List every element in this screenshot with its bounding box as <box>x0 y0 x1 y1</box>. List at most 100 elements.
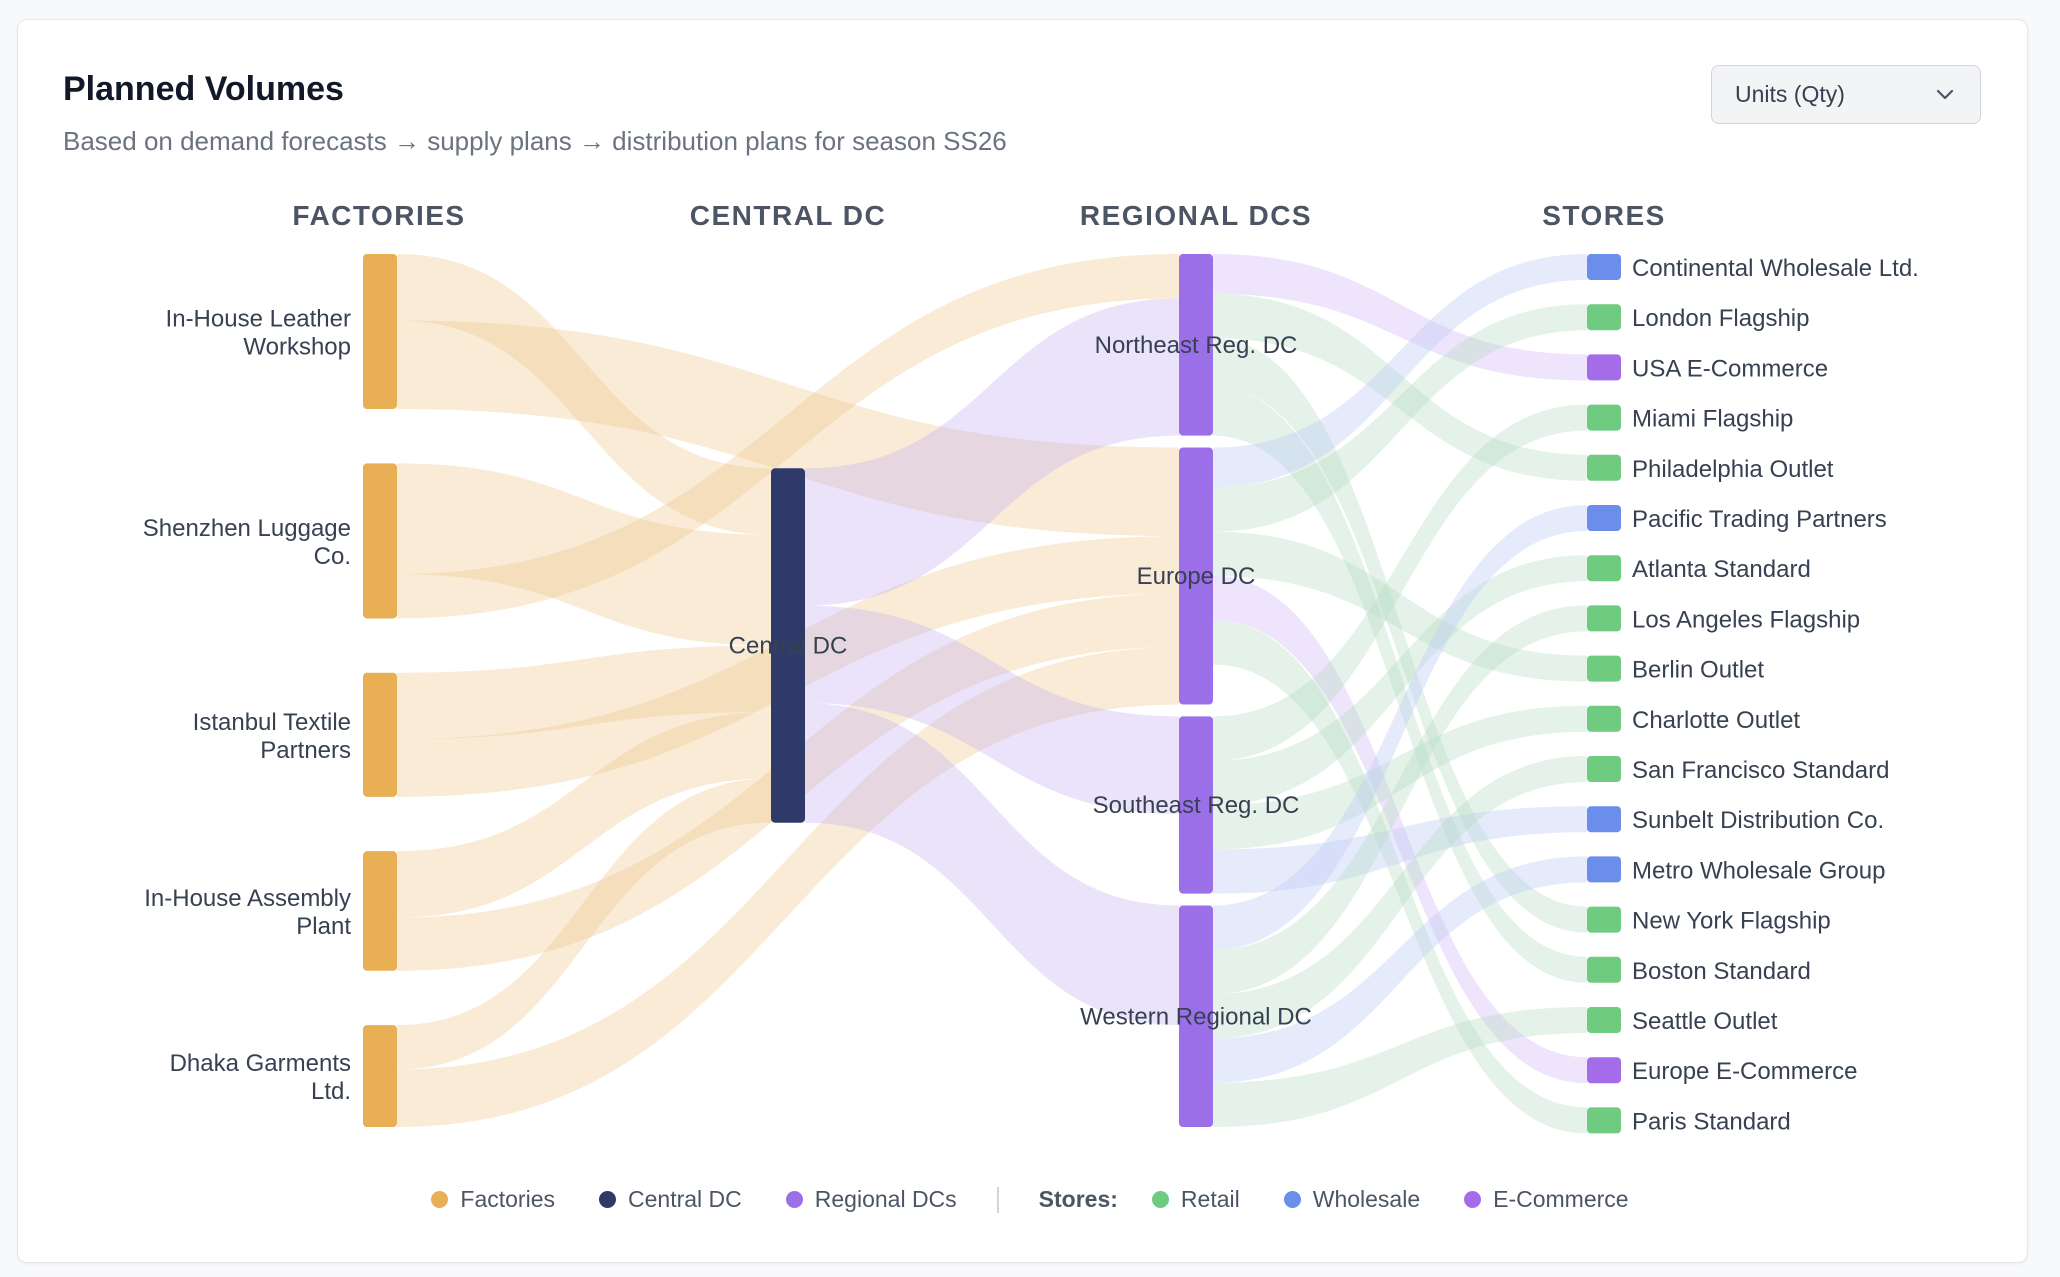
node-s18[interactable] <box>1587 1107 1621 1134</box>
node-s4[interactable] <box>1587 404 1621 431</box>
legend-item-factories: Factories <box>431 1186 555 1213</box>
legend-dot-factories <box>431 1191 449 1208</box>
flow-f1-to-r2[interactable] <box>397 320 1179 537</box>
legend-dot-ecommerce <box>1464 1191 1482 1208</box>
flow-f2-to-c1[interactable] <box>397 463 771 646</box>
flow-f5-to-r2[interactable] <box>397 646 1179 1127</box>
node-s5[interactable] <box>1587 454 1621 481</box>
node-label-f2-line2: Co. <box>314 543 351 570</box>
node-s14[interactable] <box>1587 906 1621 933</box>
node-s3[interactable] <box>1587 354 1621 381</box>
flow-r1-to-s3[interactable] <box>1213 254 1587 381</box>
node-label-s10: Charlotte Outlet <box>1632 707 1800 734</box>
node-label-s8: Los Angeles Flagship <box>1632 606 1860 633</box>
flow-f3-to-c1[interactable] <box>397 645 771 740</box>
node-label-s5: Philadelphia Outlet <box>1632 456 1834 483</box>
node-label-f4-line2: Plant <box>296 913 351 940</box>
node-r3[interactable] <box>1179 716 1213 894</box>
flow-r2-to-s1[interactable] <box>1213 254 1587 488</box>
node-label-s15: Boston Standard <box>1632 958 1811 985</box>
flow-r1-to-s15[interactable] <box>1213 386 1587 983</box>
node-label-s1: Continental Wholesale Ltd. <box>1632 255 1919 282</box>
flow-r4-to-s6[interactable] <box>1213 505 1587 950</box>
legend-dot-retail <box>1151 1191 1169 1208</box>
flow-r2-to-s2[interactable] <box>1213 304 1587 532</box>
column-header-central-dc: CENTRAL DC <box>689 200 887 231</box>
node-label-f1-line1: In-House Leather <box>166 306 351 333</box>
flow-r4-to-s8[interactable] <box>1213 605 1587 995</box>
node-r1[interactable] <box>1179 254 1213 436</box>
node-label-s18: Paris Standard <box>1632 1108 1791 1135</box>
flow-r4-to-s16[interactable] <box>1213 1007 1587 1127</box>
legend-item-retail: Retail <box>1151 1186 1240 1213</box>
flow-r3-to-s10[interactable] <box>1213 705 1587 850</box>
legend-item-regional-dcs: Regional DCs <box>785 1186 957 1213</box>
node-label-s6: Pacific Trading Partners <box>1632 506 1887 533</box>
flow-c1-to-r4[interactable] <box>805 703 1179 1026</box>
node-s9[interactable] <box>1587 655 1621 682</box>
node-label-f4-line1: In-House Assembly <box>144 885 351 912</box>
legend-item-ecommerce: E-Commerce <box>1464 1186 1629 1213</box>
unit-select[interactable]: Units (Qty) <box>1711 65 1981 124</box>
flow-r3-to-s12[interactable] <box>1213 806 1587 894</box>
node-s7[interactable] <box>1587 555 1621 582</box>
flow-r2-to-s18[interactable] <box>1213 620 1587 1134</box>
node-label-s3: USA E-Commerce <box>1632 355 1828 382</box>
node-f1[interactable] <box>363 254 397 410</box>
flow-r1-to-s14[interactable] <box>1213 338 1587 933</box>
flow-f1-to-c1[interactable] <box>397 254 771 535</box>
node-s8[interactable] <box>1587 605 1621 632</box>
node-s6[interactable] <box>1587 505 1621 531</box>
node-f3[interactable] <box>363 672 397 797</box>
node-s15[interactable] <box>1587 956 1621 983</box>
flow-c1-to-r3[interactable] <box>805 605 1179 814</box>
node-s1[interactable] <box>1587 254 1621 280</box>
node-s10[interactable] <box>1587 705 1621 732</box>
node-f2[interactable] <box>363 463 397 619</box>
unit-select-value: Units (Qty) <box>1735 81 1845 107</box>
node-label-f3-line2: Partners <box>260 737 351 764</box>
flow-f5-to-c1[interactable] <box>397 778 771 1070</box>
node-r4[interactable] <box>1179 905 1213 1128</box>
node-label-s2: London Flagship <box>1632 305 1809 332</box>
flow-r1-to-s5[interactable] <box>1213 293 1587 481</box>
node-label-s16: Seattle Outlet <box>1632 1008 1778 1035</box>
legend-dot-wholesale <box>1283 1191 1301 1208</box>
node-c1[interactable] <box>771 468 805 823</box>
flow-r4-to-s11[interactable] <box>1213 756 1587 1039</box>
node-label-r1: Northeast Reg. DC <box>1095 332 1298 359</box>
node-label-r2: Europe DC <box>1137 563 1256 590</box>
node-r2[interactable] <box>1179 447 1213 705</box>
node-s17[interactable] <box>1587 1057 1621 1084</box>
node-s12[interactable] <box>1587 806 1621 833</box>
node-f4[interactable] <box>363 851 397 971</box>
node-label-s11: San Francisco Standard <box>1632 757 1889 784</box>
page-title: Planned Volumes <box>63 70 344 108</box>
flow-f4-to-c1[interactable] <box>397 711 771 918</box>
flow-r2-to-s17[interactable] <box>1213 576 1587 1084</box>
flow-c1-to-r1[interactable] <box>805 298 1179 606</box>
flow-r2-to-s9[interactable] <box>1213 531 1587 682</box>
column-header-regional-dcs: REGIONAL DCS <box>1079 200 1313 231</box>
node-s13[interactable] <box>1587 856 1621 883</box>
flow-r3-to-s7[interactable] <box>1213 555 1587 805</box>
node-s2[interactable] <box>1587 304 1621 331</box>
node-label-s7: Atlanta Standard <box>1632 556 1811 583</box>
legend-dot-regional-dcs <box>785 1191 803 1208</box>
flow-r4-to-s13[interactable] <box>1213 856 1587 1083</box>
node-f5[interactable] <box>363 1025 397 1127</box>
legend-item-wholesale: Wholesale <box>1283 1186 1420 1213</box>
flow-f2-to-r1[interactable] <box>397 254 1179 619</box>
node-label-f5-line1: Dhaka Garments <box>170 1050 351 1077</box>
node-s11[interactable] <box>1587 756 1621 782</box>
chart-legend: Factories Central DC Regional DCs Stores… <box>0 1186 2060 1213</box>
column-header-factories: FACTORIES <box>292 200 466 231</box>
column-header-stores: STORES <box>1542 200 1666 231</box>
node-label-f3-line1: Istanbul Textile <box>193 709 351 736</box>
flow-r3-to-s4[interactable] <box>1213 404 1587 761</box>
node-label-s12: Sunbelt Distribution Co. <box>1632 807 1884 834</box>
page-subtitle: Based on demand forecasts → supply plans… <box>63 126 1007 156</box>
node-label-s14: New York Flagship <box>1632 908 1831 935</box>
node-s16[interactable] <box>1587 1007 1621 1033</box>
